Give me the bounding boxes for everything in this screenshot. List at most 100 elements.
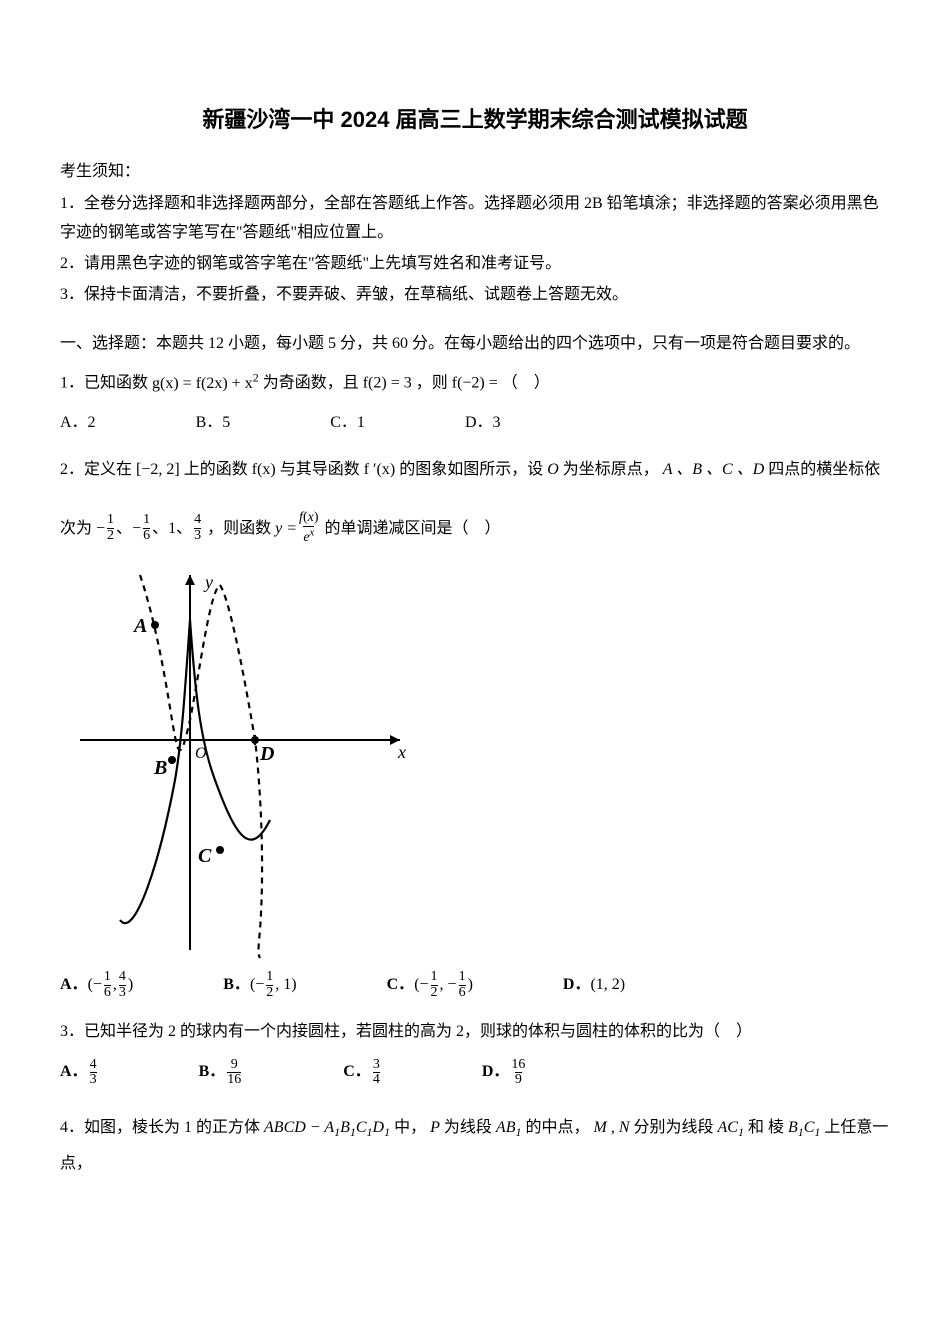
q2-pts: A 、B 、C 、D: [663, 461, 765, 478]
q2-domain: [−2, 2]: [136, 461, 180, 478]
q2-frac-4-3: 43: [194, 513, 201, 543]
q2-c-frac2: 16: [459, 970, 466, 1000]
q4-mid5: 分别为线段: [633, 1119, 713, 1136]
q2-mid4: 为坐标原点，: [563, 461, 659, 478]
q2-xs-neg1: −: [96, 511, 105, 546]
notice-2: 2．请用黑色字迹的钢笔或答字笔在"答题纸"上先填写姓名和准考证号。: [60, 250, 890, 279]
q4-AC1l: AC: [718, 1119, 738, 1136]
exam-title: 新疆沙湾一中 2024 届高三上数学期末综合测试模拟试题: [60, 100, 890, 140]
q2-b-lbl: B．: [223, 971, 250, 1000]
q1-tail: （ ）: [502, 375, 550, 392]
q2-c-d1: 2: [431, 985, 438, 1001]
q2-c-r: ): [468, 971, 473, 1000]
q1-gx-sup: 2: [253, 370, 259, 384]
q3-c-d: 4: [373, 1072, 380, 1088]
q3-a-lbl: A．: [60, 1058, 88, 1087]
q3-option-c: C． 34: [343, 1058, 382, 1088]
q4-AC1: AC1: [718, 1119, 744, 1136]
q3-b-n: 9: [231, 1058, 238, 1073]
q2-a-lbl: A．: [60, 971, 88, 1000]
q2-ex-den: ex: [303, 526, 314, 545]
q2-a-c: ,: [113, 971, 117, 1000]
q3-a-d: 3: [90, 1072, 97, 1088]
q4-one: 1: [184, 1119, 192, 1136]
q3-option-d: D． 169: [482, 1058, 528, 1088]
graph-fx-fprime: y x O A B C D: [60, 560, 420, 960]
notice-1: 1．全卷分选择题和非选择题两部分，全部在答题纸上作答。选择题必须用 2B 铅笔填…: [60, 190, 890, 248]
q4-mid3: 为线段: [444, 1119, 492, 1136]
q2-f1d: 2: [107, 528, 114, 544]
q3-a-frac: 43: [90, 1058, 97, 1088]
q2-a-d2: 3: [119, 985, 126, 1001]
q3-b-d: 16: [227, 1072, 241, 1088]
q1-fm2: f(−2) =: [452, 375, 498, 392]
q2-f2n: 1: [143, 513, 150, 528]
q4-cC: C: [356, 1119, 367, 1136]
q2-f3n: 4: [194, 513, 201, 528]
q2-c-n2: 1: [459, 970, 466, 985]
q2-fpx: f ′(x): [364, 461, 395, 478]
graph-svg: y x O A B C D: [60, 560, 420, 960]
q2-c-frac1: 12: [431, 970, 438, 1000]
q2-frac-fx-ex: f(x) ex: [299, 511, 318, 545]
q2-frac-1-2: 12: [107, 513, 114, 543]
q4-BC1l: B: [788, 1119, 798, 1136]
q1-mid1: 为奇函数，且: [263, 375, 359, 392]
point-D: D: [259, 743, 274, 765]
q4-BC1l2: C: [804, 1119, 815, 1136]
q4-cube-base: ABCD − A: [264, 1119, 334, 1136]
q2-yeq: y =: [275, 511, 297, 546]
question-2-line2: 次为 − 12 、 − 16 、 1 、 43 ，则函数 y = f(x) ex…: [60, 511, 890, 546]
q4-AC1s: 1: [738, 1125, 744, 1139]
q4-s4: 1: [384, 1125, 390, 1139]
question-3: 3．已知半径为 2 的球内有一个内接圆柱，若圆柱的高为 2，则球的体积与圆柱的体…: [60, 1014, 890, 1049]
q2-a-l: (−: [88, 971, 102, 1000]
q3-d-frac: 169: [511, 1058, 525, 1088]
q2-pre: 2．定义在: [60, 461, 132, 478]
q2-c-c: , −: [440, 971, 457, 1000]
q2-xs-neg2: −: [132, 511, 141, 546]
q2-mid3: 的图象如图所示，设: [399, 461, 543, 478]
q3-d-d: 9: [515, 1072, 522, 1088]
q4-cB: B: [340, 1119, 350, 1136]
q4-AB1l: AB: [496, 1119, 516, 1136]
q1-option-b: B．5: [196, 409, 231, 438]
q2-option-b: B． (− 12 , 1 ): [223, 970, 296, 1000]
q1-gx-lhs: g(x) = f(2x) + x: [152, 375, 253, 392]
q1-option-a: A．2: [60, 409, 96, 438]
q1-mid2: ，则: [416, 375, 448, 392]
q1-pre: 1．已知函数: [60, 375, 148, 392]
q2-f3d: 3: [194, 528, 201, 544]
notice-3: 3．保持卡面清洁，不要折叠，不要弄破、弄皱，在草稿纸、试题卷上答题无效。: [60, 281, 890, 310]
q3-d-lbl: D．: [482, 1058, 510, 1087]
q2-f1n: 1: [107, 513, 114, 528]
q4-P: P: [430, 1119, 440, 1136]
q2-sep3: 、: [176, 511, 192, 546]
q2-xs-1: 1: [168, 511, 176, 546]
q1-option-d: D．3: [465, 409, 501, 438]
q2-b-n1: 1: [266, 970, 273, 985]
curve-f: [120, 620, 270, 923]
q4-MN: M , N: [593, 1119, 629, 1136]
q3-b-frac: 916: [227, 1058, 241, 1088]
y-axis-arrow: [185, 575, 195, 585]
q2-xs: − 12 、 − 16 、 1 、 43: [96, 511, 203, 546]
q3-option-a: A． 43: [60, 1058, 99, 1088]
q1-options: A．2 B．5 C．1 D．3: [60, 409, 890, 438]
notice-head: 考生须知：: [60, 158, 890, 187]
question-2: 2．定义在 [−2, 2] 上的函数 f(x) 与其导函数 f ′(x) 的图象…: [60, 452, 890, 487]
point-B: B: [153, 757, 167, 779]
q3-c-n: 3: [373, 1058, 380, 1073]
q2-c-d2: 6: [459, 985, 466, 1001]
q1-gx: g(x) = f(2x) + x2: [152, 375, 263, 392]
q2-b-l: (−: [250, 971, 264, 1000]
q4-pre: 4．如图，棱长为: [60, 1119, 180, 1136]
question-1: 1．已知函数 g(x) = f(2x) + x2 为奇函数，且 f(2) = 3…: [60, 364, 890, 401]
q3-c-lbl: C．: [343, 1058, 371, 1087]
q2-b-r: ): [291, 971, 296, 1000]
q4-mid2: 中，: [394, 1119, 426, 1136]
q1-option-c: C．1: [330, 409, 365, 438]
q4-cD: D: [373, 1119, 385, 1136]
q2-a-n2: 4: [119, 970, 126, 985]
point-B-dot: [168, 756, 176, 764]
